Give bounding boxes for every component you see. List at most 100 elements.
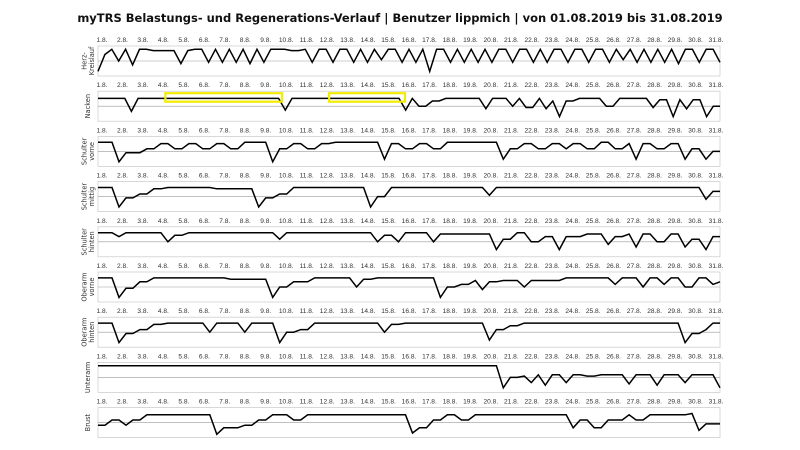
x-tick-label: 17.8. [422,399,437,406]
x-tick-label: 26.8. [606,173,621,180]
panel-label: Brust [84,413,92,431]
x-tick-label: 14.8. [361,127,376,134]
x-tick-label: 8.8. [240,218,251,225]
x-tick-label: 2.8. [117,308,128,315]
x-tick-label: 25.8. [586,127,601,134]
x-tick-label: 1.8. [97,37,108,44]
x-tick-label: 20.8. [484,218,499,225]
series-line [98,141,720,164]
x-tick-label: 23.8. [545,399,560,406]
panel-label: Unterarm [84,362,92,393]
x-tick-label: 11.8. [300,399,314,406]
x-tick-label: 16.8. [402,37,417,44]
x-tick-label: 22.8. [524,263,539,270]
x-tick-label: 12.8. [320,308,335,315]
x-tick-label: 27.8. [627,37,642,44]
x-tick-label: 2.8. [117,353,128,360]
x-tick-label: 29.8. [668,308,683,315]
x-tick-label: 30.8. [688,37,703,44]
x-tick-label: 31.8. [709,82,724,89]
x-tick-label: 6.8. [199,353,210,360]
x-tick-label: 8.8. [240,173,251,180]
x-tick-label: 17.8. [422,173,437,180]
x-tick-label: 24.8. [565,127,580,134]
x-tick-label: 10.8. [279,218,294,225]
x-tick-label: 29.8. [668,218,683,225]
x-tick-label: 17.8. [422,263,437,270]
panel-label: Oberarmvorne [81,272,96,301]
x-tick-label: 20.8. [484,37,499,44]
panel-label: Herz-Kreislauf [81,46,96,75]
x-tick-label: 10.8. [279,263,294,270]
x-tick-label: 3.8. [137,308,148,315]
x-tick-label: 31.8. [709,308,724,315]
x-tick-label: 21.8. [504,173,519,180]
x-tick-label: 10.8. [279,82,294,89]
x-tick-label: 12.8. [320,263,335,270]
x-tick-label: 13.8. [340,353,355,360]
x-tick-label: 12.8. [320,127,335,134]
x-tick-label: 27.8. [627,218,642,225]
x-tick-label: 3.8. [137,399,148,406]
x-tick-label: 24.8. [565,308,580,315]
x-tick-label: 4.8. [158,218,169,225]
x-tick-label: 15.8. [381,353,396,360]
series-line [98,364,721,390]
x-tick-label: 23.8. [545,218,560,225]
x-tick-label: 25.8. [586,173,601,180]
x-tick-label: 28.8. [647,82,662,89]
x-tick-label: 18.8. [443,218,458,225]
x-tick-label: 21.8. [504,308,519,315]
x-tick-label: 15.8. [381,173,396,180]
x-tick-label: 7.8. [219,399,230,406]
x-tick-label: 24.8. [565,82,580,89]
x-tick-label: 26.8. [606,308,621,315]
x-tick-label: 17.8. [422,82,437,89]
x-tick-label: 1.8. [97,218,108,225]
x-tick-label: 29.8. [668,37,683,44]
x-tick-label: 30.8. [688,127,703,134]
x-tick-label: 9.8. [260,127,271,134]
x-tick-label: 20.8. [484,399,499,406]
x-tick-label: 14.8. [361,399,376,406]
x-tick-label: 9.8. [260,353,271,360]
x-tick-label: 27.8. [627,308,642,315]
x-tick-label: 5.8. [178,263,189,270]
x-tick-label: 22.8. [524,127,539,134]
x-tick-label: 11.8. [300,82,314,89]
x-tick-label: 4.8. [158,308,169,315]
x-tick-label: 5.8. [178,173,189,180]
x-tick-label: 25.8. [586,82,601,89]
x-tick-label: 30.8. [688,308,703,315]
x-tick-label: 19.8. [463,353,478,360]
x-tick-label: 8.8. [240,308,251,315]
x-tick-label: 8.8. [240,263,251,270]
x-tick-label: 28.8. [647,353,662,360]
x-tick-label: 14.8. [361,308,376,315]
x-tick-label: 28.8. [647,173,662,180]
x-tick-label: 9.8. [260,218,271,225]
x-tick-label: 20.8. [484,263,499,270]
x-tick-label: 20.8. [484,173,499,180]
x-tick-label: 27.8. [627,173,642,180]
x-tick-label: 28.8. [647,399,662,406]
x-tick-label: 3.8. [137,82,148,89]
x-tick-label: 12.8. [320,218,335,225]
x-tick-label: 17.8. [422,353,437,360]
x-tick-label: 30.8. [688,173,703,180]
x-tick-label: 29.8. [668,173,683,180]
x-tick-label: 4.8. [158,353,169,360]
x-tick-label: 26.8. [606,353,621,360]
x-tick-label: 3.8. [137,37,148,44]
x-tick-label: 25.8. [586,353,601,360]
x-tick-label: 6.8. [199,173,210,180]
x-tick-label: 26.8. [606,399,621,406]
x-tick-label: 2.8. [117,263,128,270]
x-tick-label: 16.8. [402,173,417,180]
x-tick-label: 19.8. [463,127,478,134]
x-tick-label: 21.8. [504,37,519,44]
x-tick-label: 15.8. [381,308,396,315]
x-tick-label: 15.8. [381,82,396,89]
x-tick-label: 13.8. [340,173,355,180]
x-tick-label: 26.8. [606,37,621,44]
